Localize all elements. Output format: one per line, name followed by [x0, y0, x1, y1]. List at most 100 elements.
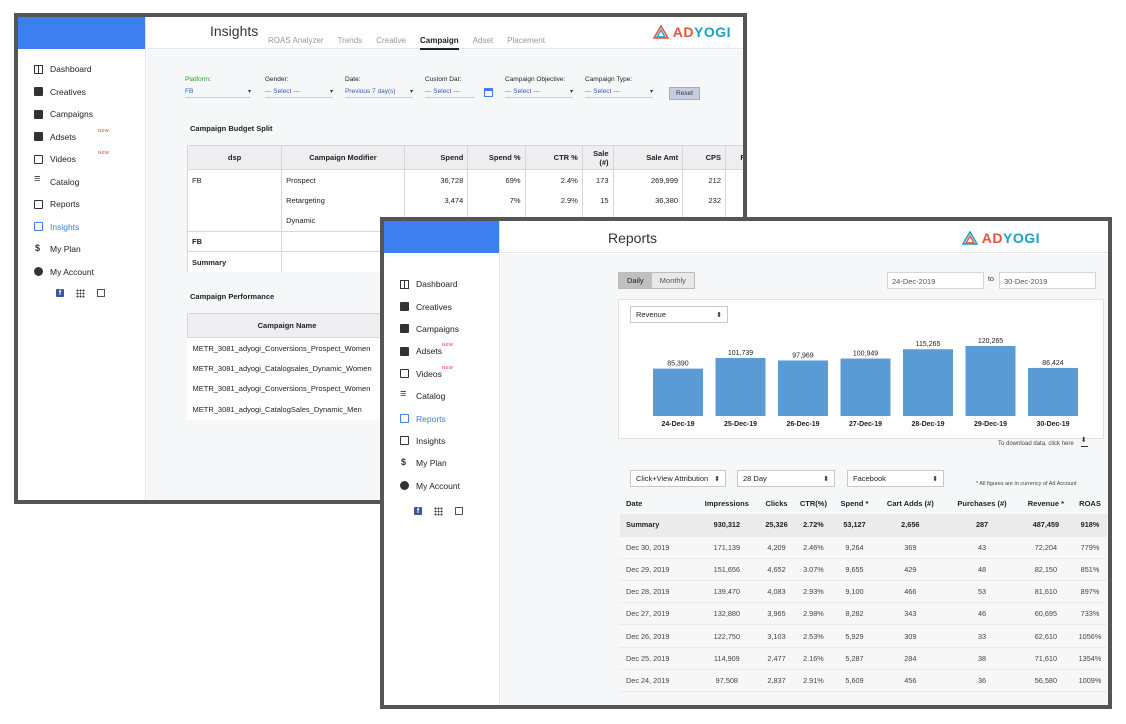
column-header[interactable]: ROAS: [1079, 498, 1101, 508]
monthly-toggle[interactable]: Monthly: [651, 273, 694, 288]
sidebar-item-insights[interactable]: Insights: [384, 430, 499, 452]
metric-select[interactable]: Revenue ⬍: [630, 306, 728, 323]
sidebar-item-campaigns[interactable]: Campaigns: [18, 103, 145, 126]
reset-button[interactable]: Reset: [669, 87, 700, 100]
table-row[interactable]: METR_3081_adyogi_Conversions_Prospect_Wo…: [188, 338, 387, 359]
table-row[interactable]: METR_3081_adyogi_Catalogsales_Dynamic_Wo…: [188, 358, 387, 379]
column-header[interactable]: dsp: [186, 145, 283, 170]
platform-select[interactable]: Facebook ⬍: [847, 470, 944, 487]
table-cell: 309: [875, 624, 946, 648]
column-header[interactable]: Spend %: [467, 145, 526, 170]
apps-grid-icon[interactable]: [434, 506, 443, 516]
data-label: 97,969: [792, 352, 814, 359]
bar-24-Dec-19[interactable]: [653, 368, 703, 416]
bar-25-Dec-19[interactable]: [715, 358, 766, 416]
daily-toggle[interactable]: Daily: [619, 273, 652, 288]
sidebar-item-adsets[interactable]: Adsets NEW: [18, 126, 145, 149]
column-header[interactable]: Spend *: [840, 498, 869, 508]
external-link-icon[interactable]: [455, 506, 463, 515]
column-header[interactable]: CTR %: [524, 145, 583, 170]
column-header[interactable]: Date: [626, 498, 643, 508]
bar-30-Dec-19[interactable]: [1028, 367, 1078, 416]
apps-grid-icon[interactable]: [76, 289, 85, 298]
sidebar-item-insights[interactable]: Insights: [18, 216, 145, 239]
external-link-icon[interactable]: [97, 289, 105, 297]
bar-26-Dec-19[interactable]: [778, 360, 828, 416]
column-header[interactable]: Spend: [403, 145, 469, 170]
gender-filter[interactable]: Gender: --- Select --- ▾: [265, 76, 333, 98]
sidebar-item-catalog[interactable]: Catalog: [384, 385, 499, 407]
download-note[interactable]: To download data, click here: [998, 436, 1088, 447]
sidebar-item-my-account[interactable]: My Account: [384, 475, 499, 497]
download-icon[interactable]: [1080, 436, 1088, 447]
table-cell: 15: [581, 190, 614, 211]
campaign-type-filter[interactable]: Campaign Type: --- Select --- ▾: [585, 76, 653, 98]
tab-creative[interactable]: Creative: [376, 36, 406, 45]
table-row[interactable]: METR_3081_adyogi_CatalogSales_Dynamic_Me…: [188, 399, 387, 420]
tab-placement[interactable]: Placement: [507, 36, 545, 45]
custom-date-filter[interactable]: Custom Dat: --- Select ---: [425, 76, 475, 98]
sidebar-item-dashboard[interactable]: Dashboard: [18, 58, 145, 81]
campaign-objective-filter[interactable]: Campaign Objective: --- Select --- ▾: [505, 76, 573, 98]
sidebar-item-reports[interactable]: Reports: [384, 407, 499, 429]
sidebar-item-campaigns[interactable]: Campaigns: [384, 318, 499, 340]
table-cell: 4,083: [759, 580, 794, 604]
sidebar-item-creatives[interactable]: Creatives: [18, 81, 145, 104]
facebook-icon[interactable]: f: [56, 289, 64, 297]
table-row[interactable]: METR_3081_adyogi_Conversions_Prospect_Wo…: [188, 379, 387, 400]
column-header[interactable]: Sale Amt: [612, 145, 684, 170]
column-header[interactable]: CTR(%): [799, 498, 827, 508]
page-title: Insights: [210, 23, 259, 39]
facebook-icon[interactable]: f: [414, 506, 422, 515]
table-cell: 2.4%: [524, 169, 583, 190]
date-filter[interactable]: Date: Previous 7 day(s) ▾: [345, 76, 413, 98]
filter-bar: Platform: FB ▾ Gender: --- Select --- ▾ Da…: [147, 50, 743, 118]
table-cell: Dec 26, 2019: [620, 624, 694, 648]
tab-trends[interactable]: Trends: [337, 36, 363, 45]
tab-campaign[interactable]: Campaign: [419, 36, 459, 50]
sidebar-item-reports[interactable]: Reports: [18, 193, 145, 216]
gender-value: --- Select ---: [265, 88, 300, 95]
table-cell: Summary: [620, 514, 694, 537]
table-cell: 232: [682, 190, 727, 211]
column-header[interactable]: CPS: [682, 145, 727, 170]
sidebar-item-my-plan[interactable]: My Plan: [18, 238, 145, 261]
column-header[interactable]: Clicks: [765, 498, 788, 508]
sidebar-item-creatives[interactable]: Creatives: [384, 295, 499, 317]
attribution-select-value: Click+View Attribution: [636, 474, 709, 483]
table-cell: 779%: [1072, 536, 1107, 559]
date-to-input[interactable]: 30-Dec-2019: [999, 272, 1096, 289]
window-select[interactable]: 28 Day ⬍: [737, 470, 835, 487]
sidebar-item-dashboard[interactable]: Dashboard: [384, 273, 499, 295]
sidebar-item-my-plan[interactable]: My Plan: [384, 452, 499, 474]
sidebar-item-videos[interactable]: Videos NEW: [18, 148, 145, 171]
sidebar-item-adsets[interactable]: Adsets NEW: [384, 340, 499, 362]
bar-28-Dec-19[interactable]: [903, 349, 953, 416]
column-header[interactable]: Cart Adds (#): [886, 498, 934, 508]
tab-roas-analyzer[interactable]: ROAS Analyzer: [268, 36, 324, 45]
table-cell: 62,610: [1018, 624, 1073, 648]
calendar-icon[interactable]: [484, 88, 493, 97]
campaign-name-header[interactable]: Campaign Name: [187, 313, 387, 338]
sidebar-item-videos[interactable]: Videos NEW: [384, 363, 499, 385]
sidebar-item-label: Dashboard: [416, 279, 458, 290]
table-cell: [186, 210, 283, 231]
dollar-icon: [34, 243, 43, 254]
column-header[interactable]: Revenue *: [1027, 498, 1065, 508]
date-from-input[interactable]: 24-Dec-2019: [887, 272, 984, 289]
account-icon: [400, 481, 409, 491]
column-header[interactable]: ROAS: [725, 145, 743, 170]
sidebar-item-catalog[interactable]: Catalog: [18, 171, 145, 194]
tab-adset[interactable]: Adset: [472, 36, 494, 45]
attribution-select[interactable]: Click+View Attribution ⬍: [630, 470, 726, 487]
column-header[interactable]: Purchases (#): [957, 498, 1007, 508]
table-cell: Prospect: [281, 169, 405, 190]
bar-27-Dec-19[interactable]: [840, 358, 891, 416]
column-header[interactable]: Impressions: [704, 498, 749, 508]
new-badge: NEW: [98, 127, 110, 133]
column-header[interactable]: Campaign Modifier: [281, 145, 405, 170]
bar-29-Dec-19[interactable]: [965, 346, 1016, 416]
column-header[interactable]: Sale (#): [581, 145, 614, 170]
platform-filter[interactable]: Platform: FB ▾: [185, 76, 251, 98]
sidebar-item-my-account[interactable]: My Account: [18, 261, 145, 284]
